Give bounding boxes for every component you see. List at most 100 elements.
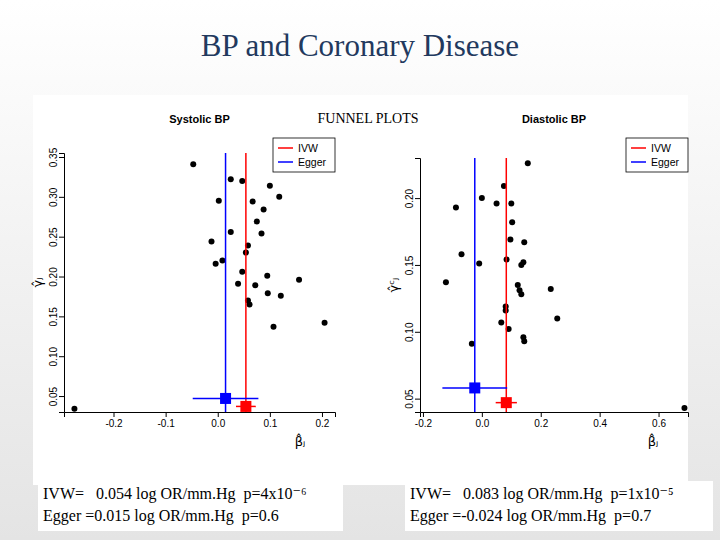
point — [276, 194, 282, 200]
y-tick-label: 0.15 — [48, 307, 59, 327]
y-axis-label: γ̂ⱼ — [30, 278, 45, 288]
x-tick: 0.2 — [534, 412, 548, 429]
point — [322, 320, 328, 326]
point — [515, 282, 521, 288]
point — [453, 204, 459, 210]
x-tick-mark — [541, 412, 542, 417]
estimate-marker — [240, 401, 251, 412]
annotation: Egger =-0.024 log OR/mm.Hg p=0.7 — [410, 507, 651, 525]
point — [250, 199, 256, 205]
x-tick-mark — [322, 412, 323, 417]
y-tick-label: 0.30 — [48, 187, 59, 207]
y-tick-label: 0.20 — [404, 188, 415, 208]
x-tick-mark — [270, 412, 271, 417]
x-axis-line — [65, 413, 336, 418]
legend-box — [626, 138, 688, 172]
point — [265, 290, 271, 296]
y-tick: 0.15 — [48, 307, 64, 327]
y-axis: 0.050.100.150.200.250.300.35 — [48, 147, 65, 412]
y-axis-line — [415, 159, 421, 413]
estimate-line — [245, 153, 247, 412]
point — [271, 324, 277, 330]
estimate-line — [225, 153, 227, 412]
x-tick: 0.4 — [593, 412, 607, 429]
point — [521, 338, 527, 344]
annotation: Egger =0.015 log OR/mm.Hg p=0.6 — [43, 507, 279, 525]
point — [521, 239, 527, 245]
x-tick: 0.0 — [211, 412, 225, 429]
x-tick-label: -0.1 — [158, 418, 176, 429]
y-tick-label: 0.10 — [404, 322, 415, 342]
x-tick-label: 0.2 — [316, 418, 330, 429]
point — [459, 251, 465, 257]
annotation: IVW= 0.054 log OR/mm.Hg p=4x10⁻⁶ — [43, 485, 307, 503]
point — [518, 291, 524, 297]
x-tick-mark — [659, 412, 660, 417]
point — [247, 301, 253, 307]
estimate-marker — [501, 397, 512, 408]
x-tick: 0.1 — [263, 412, 277, 429]
y-axis: 0.050.100.150.20 — [404, 159, 421, 413]
point — [190, 161, 196, 167]
y-axis-line — [59, 154, 65, 413]
y-tick: 0.10 — [48, 347, 64, 367]
y-tick: 0.20 — [404, 188, 420, 208]
point — [548, 286, 554, 292]
point — [508, 200, 514, 206]
y-tick-mark — [415, 265, 420, 266]
y-tick: 0.05 — [48, 386, 64, 406]
x-axis-label: β̂ⱼ — [295, 433, 306, 449]
x-tick: 0.2 — [316, 412, 330, 429]
x-tick: 0.0 — [475, 412, 489, 429]
x-tick-mark — [423, 412, 424, 417]
y-tick: 0.20 — [48, 267, 64, 287]
y-tick: 0.10 — [404, 322, 420, 342]
plot-panel — [33, 95, 688, 485]
x-tick: 0.6 — [652, 412, 666, 429]
x-tick-label: 0.0 — [211, 418, 225, 429]
x-tick-mark — [166, 412, 167, 417]
point — [216, 198, 222, 204]
point — [228, 176, 234, 182]
point — [239, 178, 245, 184]
point — [443, 279, 449, 285]
x-axis: -0.2 -0.1 0.0 0.1 0.2 — [65, 412, 336, 429]
y-tick-mark — [415, 198, 420, 199]
point — [509, 219, 515, 225]
chart: Systolic BP -0.2 -0.1 0.0 0.1 0.2 0.05 0.10 0.15… — [30, 113, 336, 449]
point — [681, 405, 687, 411]
point — [507, 237, 513, 243]
point — [494, 200, 500, 206]
point — [228, 229, 234, 235]
y-tick-label: 0.20 — [48, 267, 59, 287]
y-tick: 0.05 — [404, 389, 420, 409]
x-tick-label: 0.2 — [534, 418, 548, 429]
slide: BP and Coronary DiseaseFUNNEL PLOTSSysto… — [0, 0, 720, 540]
legend: IVWEgger — [626, 138, 688, 172]
point — [261, 207, 267, 213]
x-axis-line — [421, 413, 689, 418]
point — [259, 230, 265, 236]
point — [235, 281, 241, 287]
estimate-marker — [469, 382, 480, 393]
y-tick-mark — [59, 237, 64, 238]
x-tick-label: -0.2 — [105, 418, 123, 429]
point — [498, 319, 504, 325]
legend-swatch — [278, 147, 293, 149]
y-tick-mark — [59, 197, 64, 198]
point — [296, 277, 302, 283]
x-tick-mark — [600, 412, 601, 417]
point — [469, 341, 475, 347]
plot-area — [442, 158, 687, 412]
point — [239, 269, 245, 275]
x-tick-label: 0.6 — [652, 418, 666, 429]
chart-title: Systolic BP — [169, 113, 230, 125]
estimate-line — [506, 158, 508, 412]
x-tick-mark — [482, 412, 483, 417]
estimate-line — [474, 158, 476, 412]
point — [264, 273, 270, 279]
legend-label: IVW — [651, 142, 671, 154]
point — [254, 219, 260, 225]
y-axis-label: γ̂ᶜⱼ — [386, 278, 401, 293]
point — [219, 258, 225, 264]
